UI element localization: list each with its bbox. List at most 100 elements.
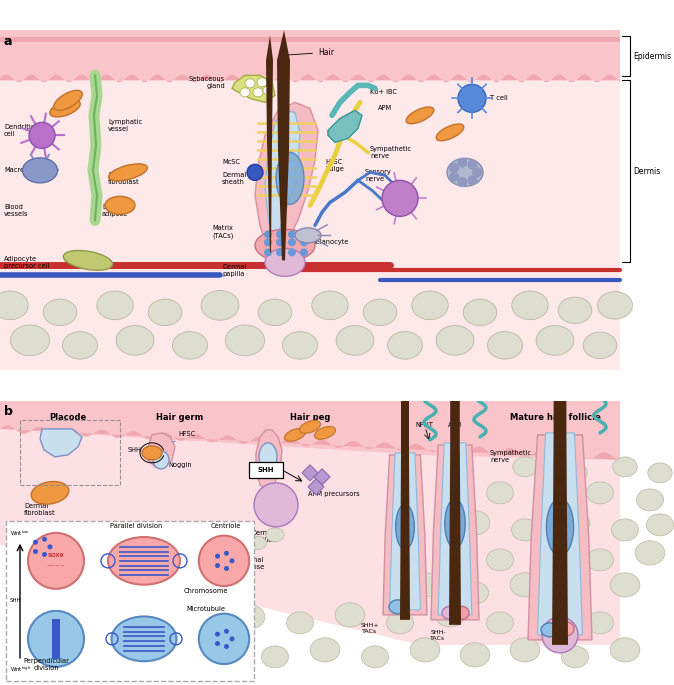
Ellipse shape [31, 482, 69, 504]
Ellipse shape [54, 90, 82, 110]
Ellipse shape [240, 88, 250, 97]
Circle shape [215, 553, 220, 559]
Text: Dermal
papilla: Dermal papilla [222, 264, 246, 277]
Ellipse shape [135, 603, 165, 627]
Ellipse shape [487, 612, 514, 634]
Polygon shape [383, 455, 427, 615]
Ellipse shape [410, 638, 440, 662]
Text: Dermal
adipose: Dermal adipose [239, 557, 265, 571]
Polygon shape [538, 433, 582, 635]
Text: Macrophage: Macrophage [4, 167, 45, 173]
Polygon shape [308, 479, 324, 495]
Ellipse shape [535, 540, 565, 565]
Circle shape [542, 617, 578, 653]
Polygon shape [0, 401, 620, 460]
Ellipse shape [547, 499, 574, 556]
Ellipse shape [510, 638, 540, 662]
Ellipse shape [142, 446, 162, 460]
Circle shape [215, 563, 220, 568]
Ellipse shape [610, 638, 640, 662]
Bar [0, 38, 620, 42]
Ellipse shape [512, 519, 539, 541]
Polygon shape [528, 435, 592, 640]
Ellipse shape [535, 605, 565, 629]
Ellipse shape [262, 646, 288, 668]
Ellipse shape [583, 332, 617, 358]
Ellipse shape [541, 623, 559, 637]
Polygon shape [302, 465, 318, 481]
Circle shape [215, 632, 220, 636]
Ellipse shape [563, 463, 587, 483]
Ellipse shape [253, 88, 263, 97]
Ellipse shape [265, 249, 305, 276]
Ellipse shape [635, 540, 665, 565]
Ellipse shape [361, 646, 388, 668]
Text: Noggin: Noggin [168, 462, 191, 468]
Polygon shape [277, 30, 290, 260]
Text: Placode: Placode [49, 413, 87, 422]
Circle shape [458, 84, 486, 112]
Text: Melanocyte: Melanocyte [310, 239, 348, 245]
Ellipse shape [513, 457, 537, 477]
Ellipse shape [487, 482, 514, 504]
Ellipse shape [286, 612, 313, 634]
Ellipse shape [187, 612, 214, 634]
Ellipse shape [257, 78, 267, 87]
Ellipse shape [259, 443, 277, 471]
Ellipse shape [560, 511, 590, 535]
Ellipse shape [148, 299, 182, 325]
Ellipse shape [586, 482, 613, 504]
Ellipse shape [153, 451, 169, 469]
Circle shape [468, 160, 477, 170]
Ellipse shape [61, 646, 88, 668]
Ellipse shape [310, 638, 340, 662]
Ellipse shape [462, 582, 489, 604]
Text: SOX9: SOX9 [48, 553, 64, 558]
Text: Sensory
nerve: Sensory nerve [365, 169, 392, 182]
Text: Microtubule: Microtubule [187, 606, 226, 612]
Ellipse shape [284, 429, 305, 441]
Text: Wnt$^{high}$: Wnt$^{high}$ [10, 664, 31, 673]
Ellipse shape [105, 197, 135, 214]
Ellipse shape [389, 600, 407, 614]
Bar [0, 80, 620, 371]
Text: Hair peg: Hair peg [290, 413, 330, 422]
Text: Mature hair follicle: Mature hair follicle [510, 413, 601, 422]
Ellipse shape [312, 291, 348, 320]
Ellipse shape [558, 622, 574, 636]
Circle shape [42, 552, 47, 557]
Ellipse shape [225, 325, 265, 356]
Text: Dermal
fibroblast: Dermal fibroblast [108, 172, 140, 185]
Circle shape [28, 533, 84, 589]
Ellipse shape [435, 540, 465, 565]
Text: Sebaceous
gland: Sebaceous gland [189, 75, 225, 89]
Ellipse shape [363, 299, 397, 325]
Circle shape [224, 629, 229, 634]
Ellipse shape [406, 107, 434, 124]
Ellipse shape [336, 325, 374, 356]
Circle shape [42, 537, 47, 542]
Text: Matrix
(TACs): Matrix (TACs) [212, 225, 233, 239]
Polygon shape [232, 75, 275, 102]
Ellipse shape [487, 332, 522, 359]
Text: Dermal
sheath: Dermal sheath [222, 172, 246, 185]
Ellipse shape [436, 325, 474, 356]
Bar [52, 619, 60, 659]
Ellipse shape [0, 291, 28, 320]
Ellipse shape [410, 573, 440, 597]
Text: SHH+
TACs: SHH+ TACs [361, 623, 379, 634]
Text: Parallel division: Parallel division [110, 523, 162, 529]
Ellipse shape [35, 603, 65, 627]
Text: Dendritic
cell: Dendritic cell [4, 123, 34, 137]
Circle shape [224, 551, 229, 556]
Circle shape [276, 238, 284, 247]
Polygon shape [0, 401, 620, 645]
Ellipse shape [299, 421, 321, 433]
Text: Dermal
papillae: Dermal papillae [251, 530, 277, 543]
Circle shape [199, 614, 249, 664]
Circle shape [247, 164, 263, 180]
Circle shape [264, 249, 272, 256]
Circle shape [33, 540, 38, 545]
Ellipse shape [50, 100, 80, 117]
Text: Perpendicular
division: Perpendicular division [23, 658, 69, 671]
